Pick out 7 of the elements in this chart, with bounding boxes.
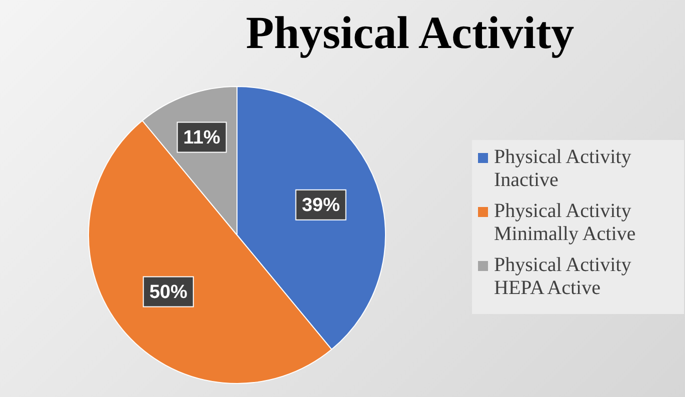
legend-label: Physical Activity HEPA Active xyxy=(494,254,632,300)
chart-title: Physical Activity xyxy=(244,6,576,59)
data-label: 11% xyxy=(183,127,220,148)
data-label: 39% xyxy=(302,195,340,216)
data-label: 50% xyxy=(149,282,188,304)
legend-label: Physical Activity Inactive xyxy=(494,146,632,192)
legend-label: Physical Activity Minimally Active xyxy=(494,200,637,246)
